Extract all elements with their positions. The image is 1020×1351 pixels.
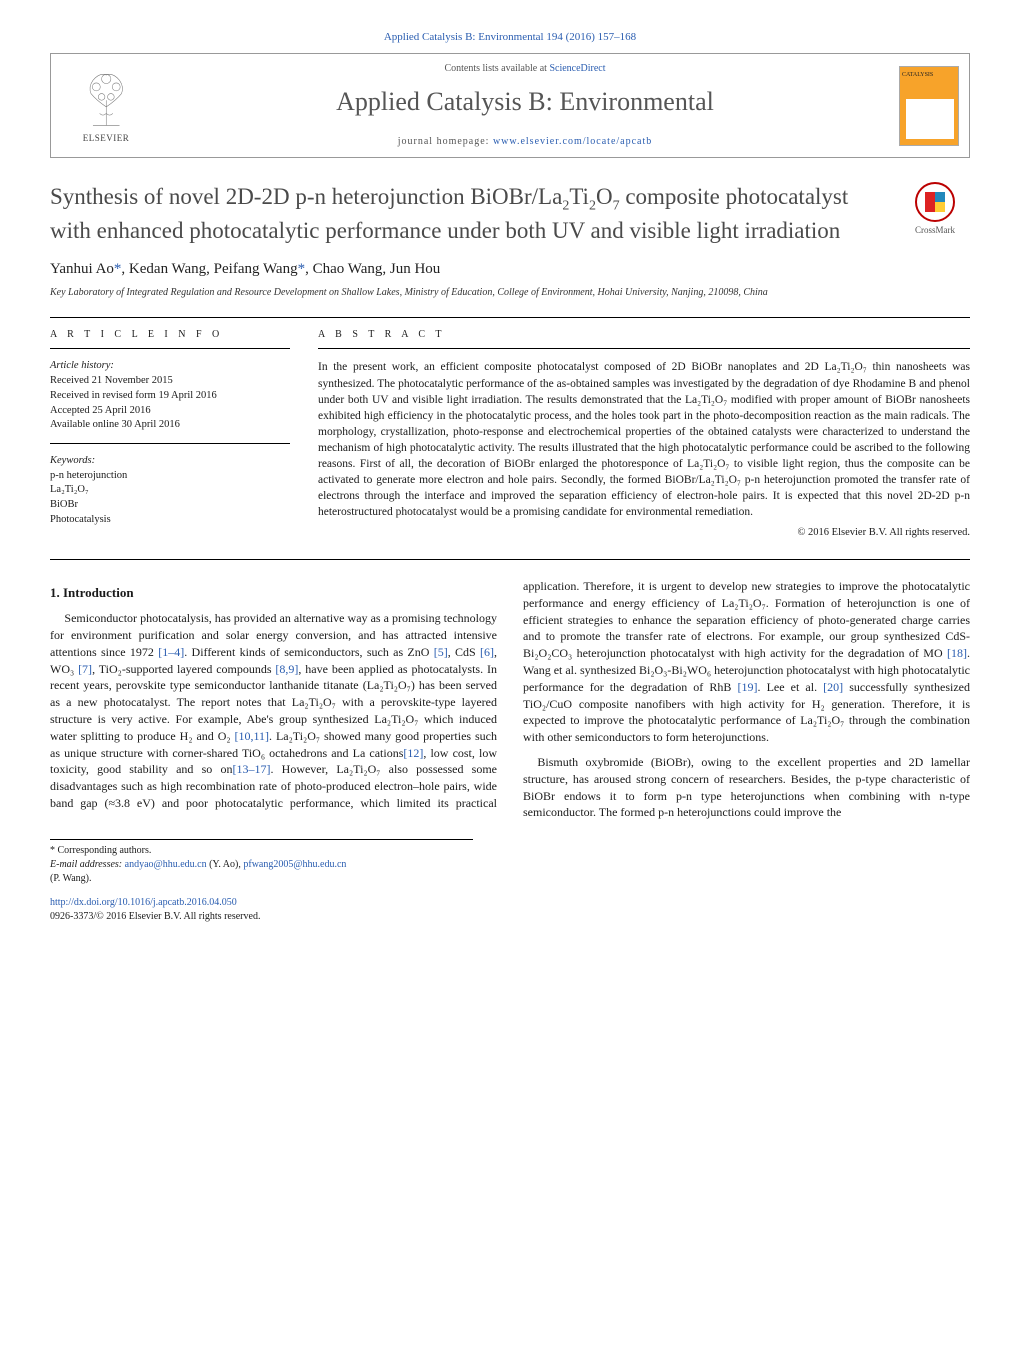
author-1: Yanhui Ao [50,261,114,277]
ref-7[interactable]: [7] [78,662,92,676]
journal-cover-thumbnail [899,66,959,146]
email-1[interactable]: andyao@hhu.edu.cn [125,859,207,870]
title-sub2: 2 [589,198,596,213]
email-2[interactable]: pfwang2005@hhu.edu.cn [243,859,346,870]
ref-10-11[interactable]: [10,11] [234,729,269,743]
s1p1c: , CdS [448,645,480,659]
title-sub3: 7 [613,198,620,213]
keyword-2: La₂Ti₂O₇ [50,483,290,498]
cover-thumbnail-col [889,66,969,146]
s1p1e: , TiO₂-supported layered compounds [92,662,275,676]
footnotes: * Corresponding authors. E-mail addresse… [50,839,473,886]
s1p2c: . Lee et al. [757,680,823,694]
ref-19[interactable]: [19] [737,680,757,694]
title-p2: Ti [569,184,589,209]
homepage-link[interactable]: www.elsevier.com/locate/apcatb [493,136,652,147]
corresponding-note: * Corresponding authors. [50,844,473,858]
section-1-para-3: Bismuth oxybromide (BiOBr), owing to the… [523,754,970,821]
ref-5[interactable]: [5] [434,645,448,659]
history-label: Article history: [50,359,290,374]
ref-6[interactable]: [6] [480,645,494,659]
sciencedirect-link[interactable]: ScienceDirect [549,63,605,74]
ref-20[interactable]: [20] [823,680,843,694]
body-columns: 1. Introduction Semiconductor photocatal… [50,578,970,821]
title-row: Synthesis of novel 2D-2D p-n heterojunct… [50,182,970,246]
abstract-heading: a b s t r a c t [318,328,970,342]
keywords-label: Keywords: [50,454,290,469]
email-line: E-mail addresses: andyao@hhu.edu.cn (Y. … [50,858,473,886]
keyword-1: p-n heterojunction [50,469,290,484]
abstract: a b s t r a c t In the present work, an … [318,328,970,541]
author-list: Yanhui Ao*, Kedan Wang, Peifang Wang*, C… [50,259,970,280]
history-received: Received 21 November 2015 [50,374,290,389]
author-2: Kedan Wang [129,261,206,277]
affiliation: Key Laboratory of Integrated Regulation … [50,286,970,299]
publisher-label: ELSEVIER [83,132,130,145]
rule-top [50,317,970,318]
homepage-line: journal homepage: www.elsevier.com/locat… [161,135,889,149]
ref-1-4[interactable]: [1–4] [158,645,184,659]
abstract-copyright: © 2016 Elsevier B.V. All rights reserved… [318,526,970,541]
author-5: Jun Hou [390,261,440,277]
info-rule-1 [50,348,290,349]
doi-link[interactable]: http://dx.doi.org/10.1016/j.apcatb.2016.… [50,897,237,908]
article-info: a r t i c l e i n f o Article history: R… [50,328,290,541]
ref-12[interactable]: [12] [403,746,423,760]
author-1-corr[interactable]: * [114,261,122,277]
ref-18[interactable]: [18] [947,646,967,660]
title-p1: Synthesis of novel 2D-2D p-n heterojunct… [50,184,562,209]
ref-13-17[interactable]: [13–17] [232,762,270,776]
article-info-heading: a r t i c l e i n f o [50,328,290,342]
journal-header: ELSEVIER Contents lists available at Sci… [50,53,970,157]
keyword-3: BiOBr [50,498,290,513]
elsevier-logo: ELSEVIER [83,67,130,145]
doi-block: http://dx.doi.org/10.1016/j.apcatb.2016.… [50,896,970,924]
history-accepted: Accepted 25 April 2016 [50,404,290,419]
info-rule-2 [50,443,290,444]
issn-copyright: 0926-3373/© 2016 Elsevier B.V. All right… [50,911,260,922]
title-p3: O [596,184,613,209]
publisher-logo-col: ELSEVIER [51,67,161,145]
email-label: E-mail addresses: [50,859,125,870]
section-1-heading: 1. Introduction [50,584,497,602]
contents-line: Contents lists available at ScienceDirec… [161,62,889,76]
homepage-prefix: journal homepage: [398,136,493,147]
abs-rule [318,348,970,349]
author-3: Peifang Wang [214,261,298,277]
email-1-who: (Y. Ao), [207,859,244,870]
header-center: Contents lists available at ScienceDirec… [161,62,889,148]
info-abstract-row: a r t i c l e i n f o Article history: R… [50,328,970,541]
s1p1b: . Different kinds of semiconductors, suc… [184,645,433,659]
ref-8-9[interactable]: [8,9] [275,662,298,676]
email-2-who: (P. Wang). [50,873,92,884]
journal-reference: Applied Catalysis B: Environmental 194 (… [50,30,970,45]
keyword-4: Photocatalysis [50,513,290,528]
contents-prefix: Contents lists available at [444,63,549,74]
abstract-text: In the present work, an efficient compos… [318,359,970,520]
paper-title: Synthesis of novel 2D-2D p-n heterojunct… [50,182,888,246]
crossmark-icon [915,182,955,222]
journal-reference-link[interactable]: Applied Catalysis B: Environmental 194 (… [384,31,636,43]
elsevier-tree-icon [83,67,129,127]
history-online: Available online 30 April 2016 [50,418,290,433]
author-4: Chao Wang [313,261,383,277]
crossmark-label: CrossMark [915,225,955,235]
author-3-corr[interactable]: * [298,261,306,277]
crossmark-badge[interactable]: CrossMark [900,182,970,237]
rule-bottom [50,559,970,560]
journal-title: Applied Catalysis B: Environmental [161,84,889,120]
history-revised: Received in revised form 19 April 2016 [50,389,290,404]
